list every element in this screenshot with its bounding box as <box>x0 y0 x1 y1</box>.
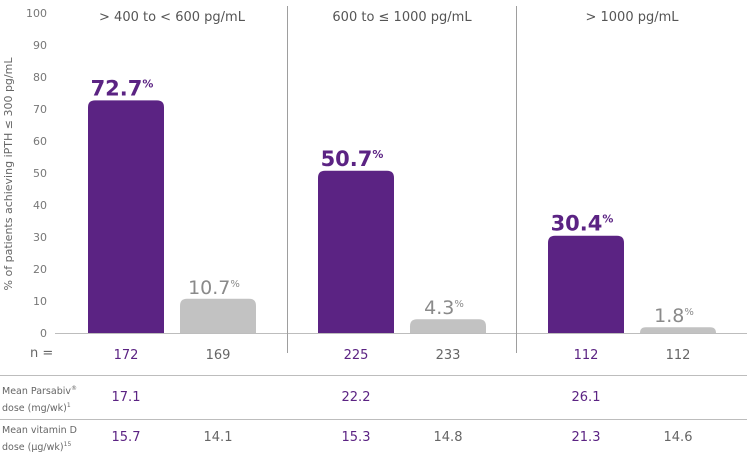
vitd-value: 14.8 <box>433 430 463 445</box>
data-label: 10.7% <box>188 277 240 299</box>
n-value: 233 <box>435 348 461 363</box>
y-tick-label: 80 <box>33 71 47 84</box>
table-divider <box>0 375 747 376</box>
data-label: 30.4% <box>551 212 614 236</box>
group-header: > 400 to < 600 pg/mL <box>99 10 246 25</box>
dose-row: Mean Parsabiv® dose (mg/wk)1 17.1 22.2 2… <box>0 380 747 418</box>
n-value: 112 <box>665 348 691 363</box>
y-tick-label: 0 <box>40 327 47 340</box>
registered-mark: ® <box>71 385 77 392</box>
n-value: 169 <box>205 348 231 363</box>
bar-parsabiv <box>548 235 624 333</box>
y-tick-label: 70 <box>33 103 47 116</box>
vitd-value: 21.3 <box>571 430 601 445</box>
y-axis-title: % of patients achieving iPTH ≤ 300 pg/mL <box>2 57 15 291</box>
bar-control <box>180 298 256 333</box>
percent-sign: % <box>230 279 240 290</box>
n-label: n = <box>30 346 54 361</box>
percent-sign: % <box>454 299 464 310</box>
footnote-mark: 1 <box>66 402 71 410</box>
n-value: 172 <box>113 348 139 363</box>
group-header: > 1000 pg/mL <box>585 10 679 25</box>
bar-parsabiv <box>318 170 394 333</box>
bar-parsabiv <box>88 100 164 333</box>
y-tick-label: 60 <box>33 135 47 148</box>
data-label: 1.8% <box>654 305 694 327</box>
y-tick-label: 30 <box>33 231 47 244</box>
vitd-label: Mean vitamin D dose (μg/wk)15 <box>2 424 77 455</box>
vitd-label-line1: Mean vitamin D <box>2 425 77 436</box>
vitd-value: 14.6 <box>663 430 693 445</box>
y-tick-label: 20 <box>33 263 47 276</box>
vitd-value: 15.3 <box>341 430 371 445</box>
y-tick-label: 40 <box>33 199 47 212</box>
n-row: n = 172 169 225 233 112 112 <box>0 346 747 368</box>
vitd-value: 14.1 <box>203 430 233 445</box>
data-label: 72.7% <box>91 76 154 100</box>
dose-value: 17.1 <box>111 390 141 405</box>
footnote-mark: 15 <box>63 441 72 448</box>
y-tick-label: 50 <box>33 167 47 180</box>
vitd-row: Mean vitamin D dose (μg/wk)15 15.7 14.1 … <box>0 422 747 454</box>
data-label: 50.7% <box>321 147 384 171</box>
y-tick-label: 10 <box>33 295 47 308</box>
bar-control <box>640 327 716 333</box>
vitd-value: 15.7 <box>111 430 141 445</box>
bar-control <box>410 319 486 333</box>
data-label: 4.3% <box>424 297 464 319</box>
dose-value: 26.1 <box>571 390 601 405</box>
dose-label-line1: Mean Parsabiv <box>2 386 71 398</box>
y-tick-label: 90 <box>33 39 47 52</box>
percent-sign: % <box>142 77 153 90</box>
n-value: 225 <box>343 348 369 363</box>
vitd-label-line2: dose (μg/wk) <box>2 442 64 454</box>
group-header: 600 to ≤ 1000 pg/mL <box>332 10 472 25</box>
dose-label-line2: dose (mg/wk) <box>2 403 67 415</box>
table-divider <box>0 419 747 420</box>
n-value: 112 <box>573 348 599 363</box>
percent-sign: % <box>602 213 613 226</box>
percent-sign: % <box>684 307 694 318</box>
dose-label: Mean Parsabiv® dose (mg/wk)1 <box>2 382 77 416</box>
dose-value: 22.2 <box>341 390 371 405</box>
y-tick-label: 100 <box>26 7 47 20</box>
percent-sign: % <box>372 148 383 161</box>
chart: % of patients achieving iPTH ≤ 300 pg/mL… <box>2 6 747 353</box>
